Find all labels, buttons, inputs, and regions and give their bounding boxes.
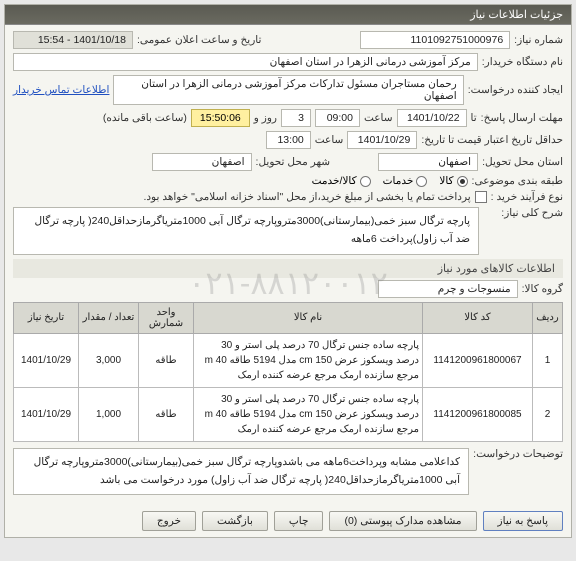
col-code: کد کالا: [423, 302, 533, 333]
table-cell: پارچه ساده جنس ترگال 70 درصد پلی استر و …: [194, 333, 423, 387]
deadline-tz: تا: [471, 112, 477, 124]
panel-title: جزئیات اطلاعات نیاز: [5, 5, 571, 25]
desc-label: شرح کلی نیاز:: [483, 207, 563, 219]
group-value: منسوجات و چرم: [378, 280, 518, 298]
radio-khadamat-label: خدمات: [383, 175, 414, 187]
col-row: ردیف: [533, 302, 563, 333]
main-panel: جزئیات اطلاعات نیاز شماره نیاز: 11010927…: [4, 4, 572, 538]
col-name: نام کالا: [194, 302, 423, 333]
validity-time-label: ساعت: [315, 134, 344, 146]
province-value: اصفهان: [378, 153, 478, 171]
radio-kala[interactable]: [457, 176, 468, 187]
deadline-time: 09:00: [315, 109, 360, 127]
radio-khadamat[interactable]: [416, 176, 427, 187]
validity-time: 13:00: [266, 131, 311, 149]
table-cell: 1,000: [79, 387, 139, 441]
table-cell: 2: [533, 387, 563, 441]
exit-button[interactable]: خروج: [142, 511, 196, 531]
table-cell: 1141200961800067: [423, 333, 533, 387]
table-cell: طاقه: [139, 387, 194, 441]
goods-section-title: اطلاعات کالاهای مورد نیاز: [13, 259, 563, 278]
col-date: تاریخ نیاز: [14, 302, 79, 333]
validity-date: 1401/10/29: [347, 131, 417, 149]
process-checkbox[interactable]: [475, 191, 487, 203]
footer-buttons: پاسخ به نیاز مشاهده مدارک پیوستی (0) چاپ…: [5, 505, 571, 537]
deadline-label: مهلت ارسال پاسخ:: [481, 112, 563, 124]
multi-label: طبقه بندی موضوعی:: [472, 175, 563, 187]
col-qty: تعداد / مقدار: [79, 302, 139, 333]
day-count: 3: [281, 109, 311, 127]
contact-link[interactable]: اطلاعات تماس خریدار: [13, 84, 109, 96]
table-cell: 1: [533, 333, 563, 387]
process-note: پرداخت تمام یا بخشی از مبلغ خرید،از محل …: [13, 191, 471, 203]
validity-label: حداقل تاریخ اعتبار قیمت تا تاریخ:: [421, 134, 563, 146]
timer-value: 15:50:06: [191, 109, 250, 127]
table-cell: 1401/10/29: [14, 333, 79, 387]
table-cell: 3,000: [79, 333, 139, 387]
radio-both-label: کالا/خدمت: [312, 175, 357, 187]
org-value: مرکز آموزشی درمانی الزهرا در استان اصفها…: [13, 53, 478, 71]
panel-body: شماره نیاز: 1101092751000976 تاریخ و ساع…: [5, 25, 571, 505]
table-cell: طاقه: [139, 333, 194, 387]
col-unit: واحد شمارش: [139, 302, 194, 333]
extra-desc-label: توضیحات درخواست:: [473, 448, 563, 460]
need-no-value: 1101092751000976: [360, 31, 510, 49]
creator-label: ایجاد کننده درخواست:: [468, 84, 563, 96]
org-label: نام دستگاه خریدار:: [482, 56, 563, 68]
back-button[interactable]: بازگشت: [202, 511, 268, 531]
province-label: استان محل تحویل:: [482, 156, 563, 168]
reply-button[interactable]: پاسخ به نیاز: [483, 511, 563, 531]
group-label: گروه کالا:: [522, 283, 563, 295]
process-label: نوع فرآیند خرید :: [491, 191, 563, 203]
table-cell: پارچه ساده جنس ترگال 70 درصد پلی استر و …: [194, 387, 423, 441]
remain-label: (ساعت باقی مانده): [103, 112, 187, 124]
city-label: شهر محل تحویل:: [256, 156, 331, 168]
deadline-time-label: ساعت: [364, 112, 393, 124]
announce-label: تاریخ و ساعت اعلان عمومی:: [137, 34, 261, 46]
table-row: 11141200961800067پارچه ساده جنس ترگال 70…: [14, 333, 563, 387]
deadline-date: 1401/10/22: [397, 109, 467, 127]
day-word: روز و: [254, 112, 277, 124]
goods-table: ردیف کد کالا نام کالا واحد شمارش تعداد /…: [13, 302, 563, 442]
print-button[interactable]: چاپ: [274, 511, 324, 531]
radio-kala-label: کالا: [439, 175, 453, 187]
table-cell: 1401/10/29: [14, 387, 79, 441]
table-row: 21141200961800085پارچه ساده جنس ترگال 70…: [14, 387, 563, 441]
city-value: اصفهان: [152, 153, 252, 171]
type-radio-group: کالا خدمات کالا/خدمت: [312, 175, 468, 187]
docs-button[interactable]: مشاهده مدارک پیوستی (0): [329, 511, 476, 531]
table-cell: 1141200961800085: [423, 387, 533, 441]
creator-value: رحمان مستاجران مسئول تدارکات مرکز آموزشی…: [113, 75, 463, 105]
radio-both[interactable]: [360, 176, 371, 187]
desc-value: پارچه ترگال سبز خمی(بیمارستانی)3000متروپ…: [13, 207, 479, 255]
extra-desc-value: کداعلامی مشابه وپرداخت6ماهه می باشدوپارچ…: [13, 448, 469, 496]
need-no-label: شماره نیاز:: [514, 34, 563, 46]
announce-value: 1401/10/18 - 15:54: [13, 31, 133, 49]
